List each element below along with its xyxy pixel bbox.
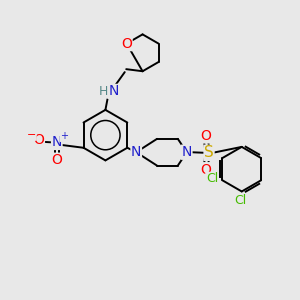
Text: −: − <box>27 130 36 140</box>
Text: N: N <box>52 135 62 149</box>
Text: O: O <box>51 153 62 167</box>
Text: N: N <box>131 145 141 159</box>
Text: H: H <box>99 85 108 98</box>
Text: N: N <box>182 145 192 159</box>
Text: O: O <box>201 129 212 143</box>
Text: O: O <box>34 133 44 147</box>
Text: +: + <box>60 131 68 142</box>
Text: O: O <box>201 163 212 177</box>
Text: Cl: Cl <box>234 194 246 207</box>
Text: N: N <box>108 84 118 98</box>
Text: O: O <box>121 37 132 51</box>
Text: Cl: Cl <box>206 172 218 185</box>
Text: S: S <box>204 145 214 160</box>
